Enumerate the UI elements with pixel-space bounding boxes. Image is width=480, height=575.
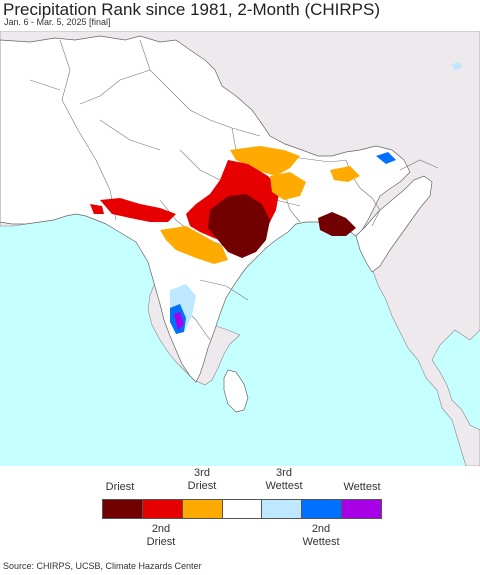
dry-anomaly-areas [90,146,360,264]
northeast-india [355,175,433,273]
legend-swatch-3rd-driest [182,500,223,518]
legend-label-wettest: Wettest [343,481,381,493]
legend-swatch-driest [103,500,143,518]
legend-label-2nd-wettest: 2nd Wettest [302,523,340,548]
internal-borders [29,39,439,341]
legend-swatch-normal [222,500,263,518]
wet-anomaly-areas [170,62,462,334]
map-title: Precipitation Rank since 1981, 2-Month (… [3,0,380,19]
legend-swatch-2nd-driest [142,500,183,518]
legend-swatch-3rd-wettest [262,500,303,518]
legend-swatch-2nd-wettest [302,500,343,518]
legend-label-3rd-driest: 3rd Driest [187,467,217,492]
sri-lanka [223,369,249,413]
legend-label-driest: Driest [105,481,135,493]
precipitation-map [0,31,480,466]
legend-swatch-wettest [342,500,382,518]
legend-label-2nd-driest: 2nd Driest [146,523,176,548]
legend-label-3rd-wettest: 3rd Wettest [265,467,303,492]
source-credit: Source: CHIRPS, UCSB, Climate Hazards Ce… [3,561,202,571]
map-subtitle: Jan. 6 - Mar. 5, 2025 [final] [4,17,111,27]
legend-color-bar [102,499,382,519]
